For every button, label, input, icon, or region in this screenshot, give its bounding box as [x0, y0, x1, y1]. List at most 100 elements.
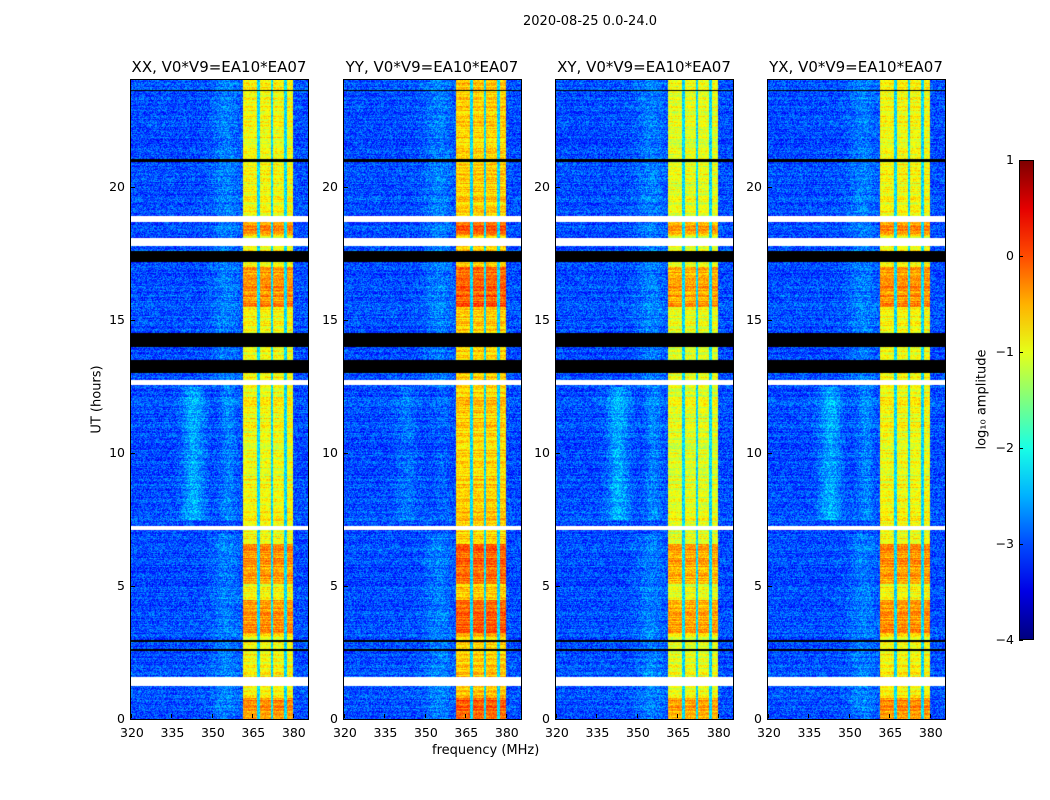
y-tick-label: 15	[109, 311, 125, 327]
x-tick-label: 320	[545, 725, 569, 740]
y-tick-label: 5	[330, 577, 338, 593]
x-tick-label: 335	[585, 725, 610, 740]
colorbar-tick-label: −2	[995, 440, 1014, 455]
y-tick-label: 5	[754, 577, 762, 593]
waterfall-heatmap	[344, 80, 521, 719]
x-tick-label: 350	[625, 725, 650, 740]
y-tick-mark	[768, 319, 772, 321]
y-tick-mark	[768, 452, 772, 454]
x-tick-mark	[211, 714, 213, 718]
x-tick-mark	[344, 714, 345, 718]
x-tick-mark	[596, 714, 598, 718]
panel-title: YY, V0*V9=EA10*EA07	[345, 58, 519, 76]
y-tick-label: 20	[109, 178, 125, 194]
colorbar-tick-label: −3	[995, 536, 1014, 551]
colorbar-tick-label: 1	[1006, 152, 1014, 167]
y-tick-label: 20	[322, 178, 338, 194]
x-tick-mark	[252, 714, 254, 718]
y-tick-label: 10	[109, 444, 125, 460]
x-tick-label: 380	[706, 725, 731, 740]
x-tick-label: 335	[160, 725, 185, 740]
x-tick-mark	[768, 714, 769, 718]
colorbar-tick-mark	[1019, 544, 1023, 545]
plot-panel: XX, V0*V9=EA10*EA07 320 335 350 365 380 0 5 10 15…	[109, 58, 309, 739]
x-tick-label: 365	[666, 725, 691, 740]
y-tick-label: 0	[542, 711, 550, 726]
y-tick-mark	[556, 452, 560, 454]
plot-panel: YX, V0*V9=EA10*EA07 320 335 350 365 380 0 5 10 15…	[746, 58, 946, 739]
x-tick-mark	[131, 714, 132, 718]
colorbar-tick-label: −4	[995, 632, 1014, 647]
x-axis-label: frequency (MHz)	[432, 743, 540, 758]
x-tick-label: 365	[454, 725, 479, 740]
x-tick-mark	[636, 714, 638, 718]
colorbar-tick-mark	[1019, 256, 1023, 257]
colorbar-label: log₁₀ amplitude	[974, 349, 990, 450]
panel-title: YX, V0*V9=EA10*EA07	[769, 58, 943, 76]
y-tick-label: 15	[746, 311, 762, 327]
x-tick-label: 350	[837, 725, 862, 740]
y-tick-mark	[768, 719, 772, 720]
x-tick-mark	[424, 714, 426, 718]
y-tick-mark	[344, 452, 348, 454]
y-tick-label: 10	[746, 444, 762, 460]
y-tick-mark	[556, 585, 560, 587]
y-tick-label: 10	[322, 444, 338, 460]
y-tick-label: 20	[534, 178, 550, 194]
x-tick-label: 380	[281, 725, 306, 740]
y-tick-mark	[131, 585, 135, 587]
x-tick-label: 365	[241, 725, 266, 740]
x-tick-mark	[556, 714, 557, 718]
y-tick-mark	[768, 186, 772, 188]
y-tick-label: 0	[117, 711, 125, 726]
y-tick-label: 10	[534, 444, 550, 460]
x-tick-mark	[677, 714, 679, 718]
y-tick-mark	[556, 319, 560, 321]
x-tick-label: 320	[333, 725, 357, 740]
y-tick-mark	[131, 452, 135, 454]
colorbar	[1019, 160, 1034, 640]
figure-title: 2020-08-25 0.0-24.0	[523, 14, 657, 29]
waterfall-heatmap	[556, 80, 733, 719]
y-tick-label: 15	[534, 311, 550, 327]
y-tick-label: 0	[754, 711, 762, 726]
x-tick-mark	[889, 714, 891, 718]
y-tick-mark	[556, 719, 560, 720]
colorbar-tick-mark	[1019, 160, 1023, 161]
panel-title: XY, V0*V9=EA10*EA07	[557, 58, 731, 76]
y-tick-mark	[556, 186, 560, 188]
waterfall-heatmap	[768, 80, 945, 719]
x-tick-label: 365	[878, 725, 903, 740]
x-tick-mark	[384, 714, 386, 718]
y-tick-mark	[344, 719, 348, 720]
y-tick-label: 20	[746, 178, 762, 194]
y-tick-label: 0	[330, 711, 338, 726]
plot-panel: XY, V0*V9=EA10*EA07 320 335 350 365 380 0 5 10 15…	[534, 58, 734, 739]
waterfall-heatmap	[131, 80, 308, 719]
x-tick-label: 350	[413, 725, 438, 740]
y-tick-mark	[344, 585, 348, 587]
x-tick-mark	[848, 714, 850, 718]
x-tick-mark	[929, 714, 931, 718]
y-tick-mark	[131, 719, 135, 720]
y-tick-mark	[344, 319, 348, 321]
plot-panel: YY, V0*V9=EA10*EA07 320 335 350 365 380 0 5 10 15…	[322, 58, 522, 739]
colorbar-tick-label: −1	[995, 344, 1014, 359]
y-tick-mark	[131, 319, 135, 321]
x-tick-mark	[717, 714, 719, 718]
colorbar-tick-label: 0	[1006, 248, 1014, 263]
panel-title: XX, V0*V9=EA10*EA07	[131, 58, 307, 76]
colorbar-tick-mark	[1019, 640, 1023, 641]
x-tick-mark	[171, 714, 173, 718]
y-tick-label: 5	[117, 577, 125, 593]
x-tick-label: 320	[757, 725, 781, 740]
x-tick-label: 335	[373, 725, 398, 740]
y-tick-mark	[768, 585, 772, 587]
x-tick-label: 380	[494, 725, 519, 740]
y-tick-label: 15	[322, 311, 338, 327]
y-tick-mark	[344, 186, 348, 188]
y-tick-label: 5	[542, 577, 550, 593]
colorbar-tick-mark	[1019, 448, 1023, 449]
x-tick-mark	[292, 714, 294, 718]
x-tick-label: 350	[200, 725, 225, 740]
